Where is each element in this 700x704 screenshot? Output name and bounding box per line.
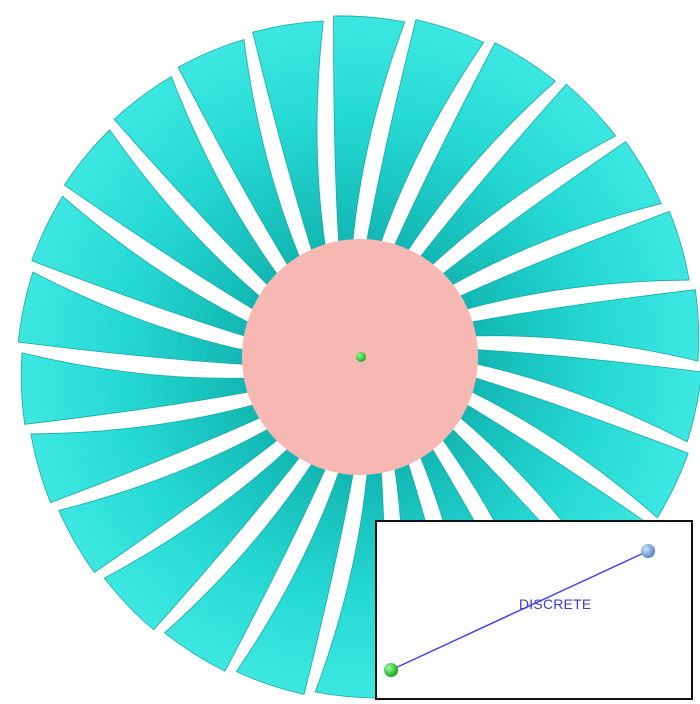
center-node: [356, 352, 366, 362]
fan-blade: [113, 75, 281, 290]
fan-blade: [235, 466, 355, 695]
blue-node-icon: [641, 544, 655, 558]
fan-blade: [466, 375, 689, 519]
fan-blade: [31, 195, 254, 339]
discrete-link-line: [390, 550, 649, 671]
fan-blade: [333, 15, 406, 248]
fan-blade: [416, 83, 617, 269]
fan-blade: [471, 349, 700, 443]
fan-blade: [103, 445, 304, 631]
fan-blade: [438, 141, 662, 288]
discrete-link-inset: DISCRETE: [375, 520, 693, 700]
fan-blade: [30, 403, 266, 504]
fan-blade: [58, 426, 282, 573]
fan-blade: [17, 271, 249, 365]
fan-blade: [20, 352, 254, 425]
discrete-label: DISCRETE: [519, 596, 592, 612]
green-node-icon: [384, 663, 398, 677]
fan-blade: [454, 210, 690, 311]
fan-blade: [177, 39, 302, 270]
fan-blade: [365, 19, 485, 248]
fan-blade: [392, 42, 556, 256]
fan-blade: [164, 458, 328, 672]
fan-blade: [252, 20, 327, 256]
fan-blade: [466, 289, 700, 362]
fan-blade: [63, 129, 265, 313]
